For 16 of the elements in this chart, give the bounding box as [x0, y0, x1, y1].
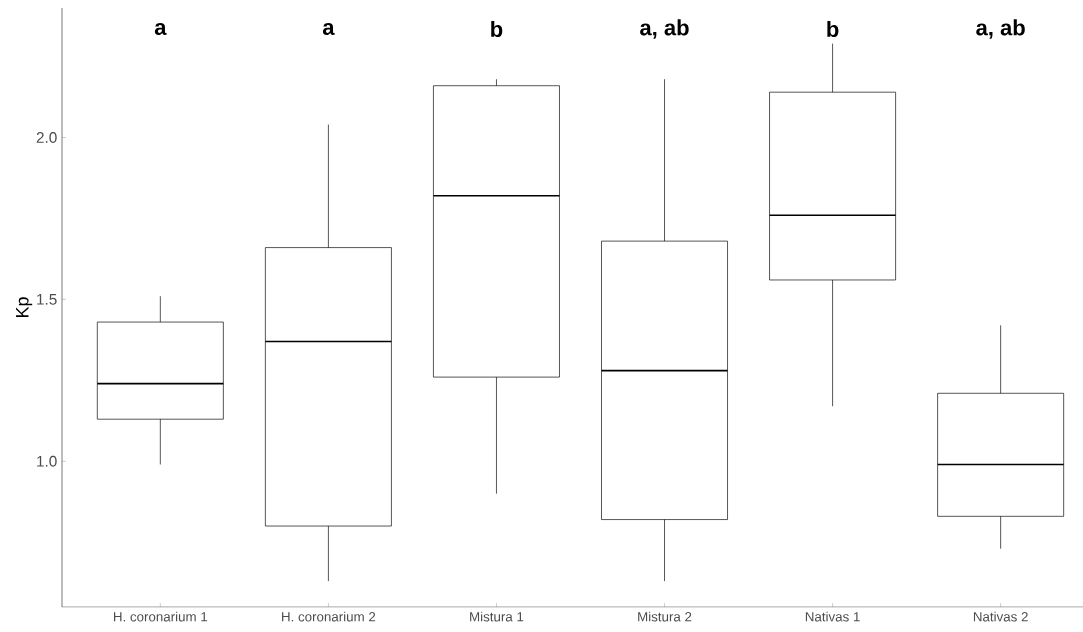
x-tick-label: H. coronarium 1 [113, 611, 208, 622]
y-axis-title: Kp [16, 297, 33, 318]
y-tick-label: 1.5 [37, 294, 57, 305]
x-tick-label: H. coronarium 2 [282, 611, 376, 622]
annotation: a, ab [640, 19, 689, 39]
y-tick-label: 2.0 [36, 132, 57, 143]
annotation: a [322, 22, 335, 35]
x-tick-label: Mistura 2 [638, 611, 692, 622]
x-tick-label: Nativas 1 [805, 611, 860, 622]
y-tick-label: 1.0 [37, 455, 57, 467]
x-tick-label: Mistura 1 [470, 611, 524, 622]
x-tick-label: Nativas 2 [973, 611, 1028, 622]
annotation: a, ab [976, 19, 1025, 39]
annotation: b [491, 20, 503, 38]
annotation: a [154, 22, 167, 35]
annotation: b [827, 20, 839, 38]
